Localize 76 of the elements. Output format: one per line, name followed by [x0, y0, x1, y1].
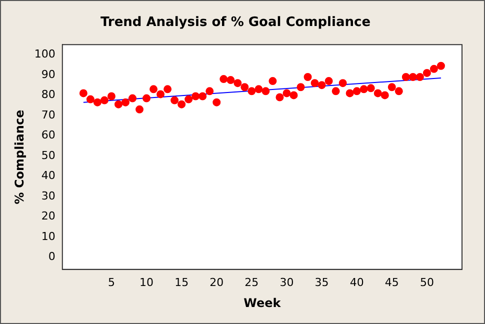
- x-axis-title: Week: [244, 296, 282, 310]
- point: [226, 76, 235, 84]
- point: [142, 94, 151, 102]
- point: [402, 73, 410, 82]
- x-tick-label: 25: [244, 276, 259, 289]
- x-tick-label: 50: [420, 276, 434, 289]
- y-tick-label: 80: [41, 88, 56, 102]
- point: [136, 105, 144, 114]
- point: [170, 96, 179, 104]
- point: [156, 90, 165, 98]
- point: [430, 64, 438, 73]
- point: [198, 92, 207, 100]
- point: [290, 91, 298, 100]
- point: [79, 89, 88, 98]
- point: [212, 98, 221, 106]
- point: [150, 85, 158, 94]
- point: [276, 93, 284, 102]
- y-tick-label: 60: [41, 128, 56, 142]
- point: [93, 98, 102, 106]
- point: [310, 79, 319, 88]
- point: [332, 87, 340, 96]
- y-axis-title: % Compliance: [12, 110, 26, 204]
- point: [262, 87, 270, 96]
- y-tick-label: 0: [48, 250, 56, 264]
- y-tick-label: 10: [41, 230, 56, 243]
- point: [100, 96, 108, 104]
- point: [388, 83, 396, 92]
- x-tick-label: 5: [108, 276, 115, 289]
- y-tick-label: 30: [41, 189, 56, 202]
- y-tick-label: 20: [41, 210, 56, 223]
- point: [380, 91, 389, 100]
- y-tick-label: 90: [41, 68, 56, 81]
- x-tick-label: 20: [210, 276, 224, 289]
- x-tick-label: 45: [384, 276, 399, 289]
- point: [184, 95, 193, 104]
- x-tick-label: 35: [314, 276, 329, 289]
- point: [114, 100, 122, 108]
- point: [352, 87, 361, 96]
- y-tick-label: 100: [34, 48, 56, 61]
- point: [282, 89, 291, 98]
- point: [408, 73, 417, 82]
- point: [366, 84, 375, 92]
- point: [86, 95, 94, 104]
- y-tick-label: 40: [41, 169, 56, 182]
- point: [206, 87, 214, 96]
- point: [422, 68, 431, 77]
- point: [121, 98, 130, 106]
- point: [240, 83, 249, 92]
- x-tick-label: 30: [280, 276, 294, 289]
- chart-title: Trend Analysis of % Goal Compliance: [100, 15, 371, 30]
- point: [324, 77, 333, 86]
- point: [296, 83, 305, 92]
- point: [107, 92, 116, 100]
- point: [178, 100, 186, 108]
- point: [360, 85, 368, 94]
- point: [220, 75, 228, 84]
- point: [192, 92, 200, 100]
- y-tick-label: 50: [41, 148, 56, 162]
- point: [254, 85, 263, 94]
- point: [374, 89, 382, 98]
- point: [248, 87, 256, 96]
- point: [318, 81, 326, 90]
- x-tick-label: 40: [350, 276, 364, 289]
- x-tick-label: 10: [140, 276, 154, 289]
- point: [304, 73, 312, 82]
- x-tick-label: 15: [174, 276, 189, 289]
- point: [338, 79, 347, 88]
- point: [416, 73, 424, 82]
- point: [346, 89, 354, 98]
- point: [436, 62, 445, 70]
- point: [268, 77, 277, 86]
- point: [234, 79, 242, 88]
- point: [394, 87, 403, 96]
- y-tick-label: 70: [41, 108, 56, 122]
- point: [128, 94, 136, 102]
- point: [164, 85, 172, 94]
